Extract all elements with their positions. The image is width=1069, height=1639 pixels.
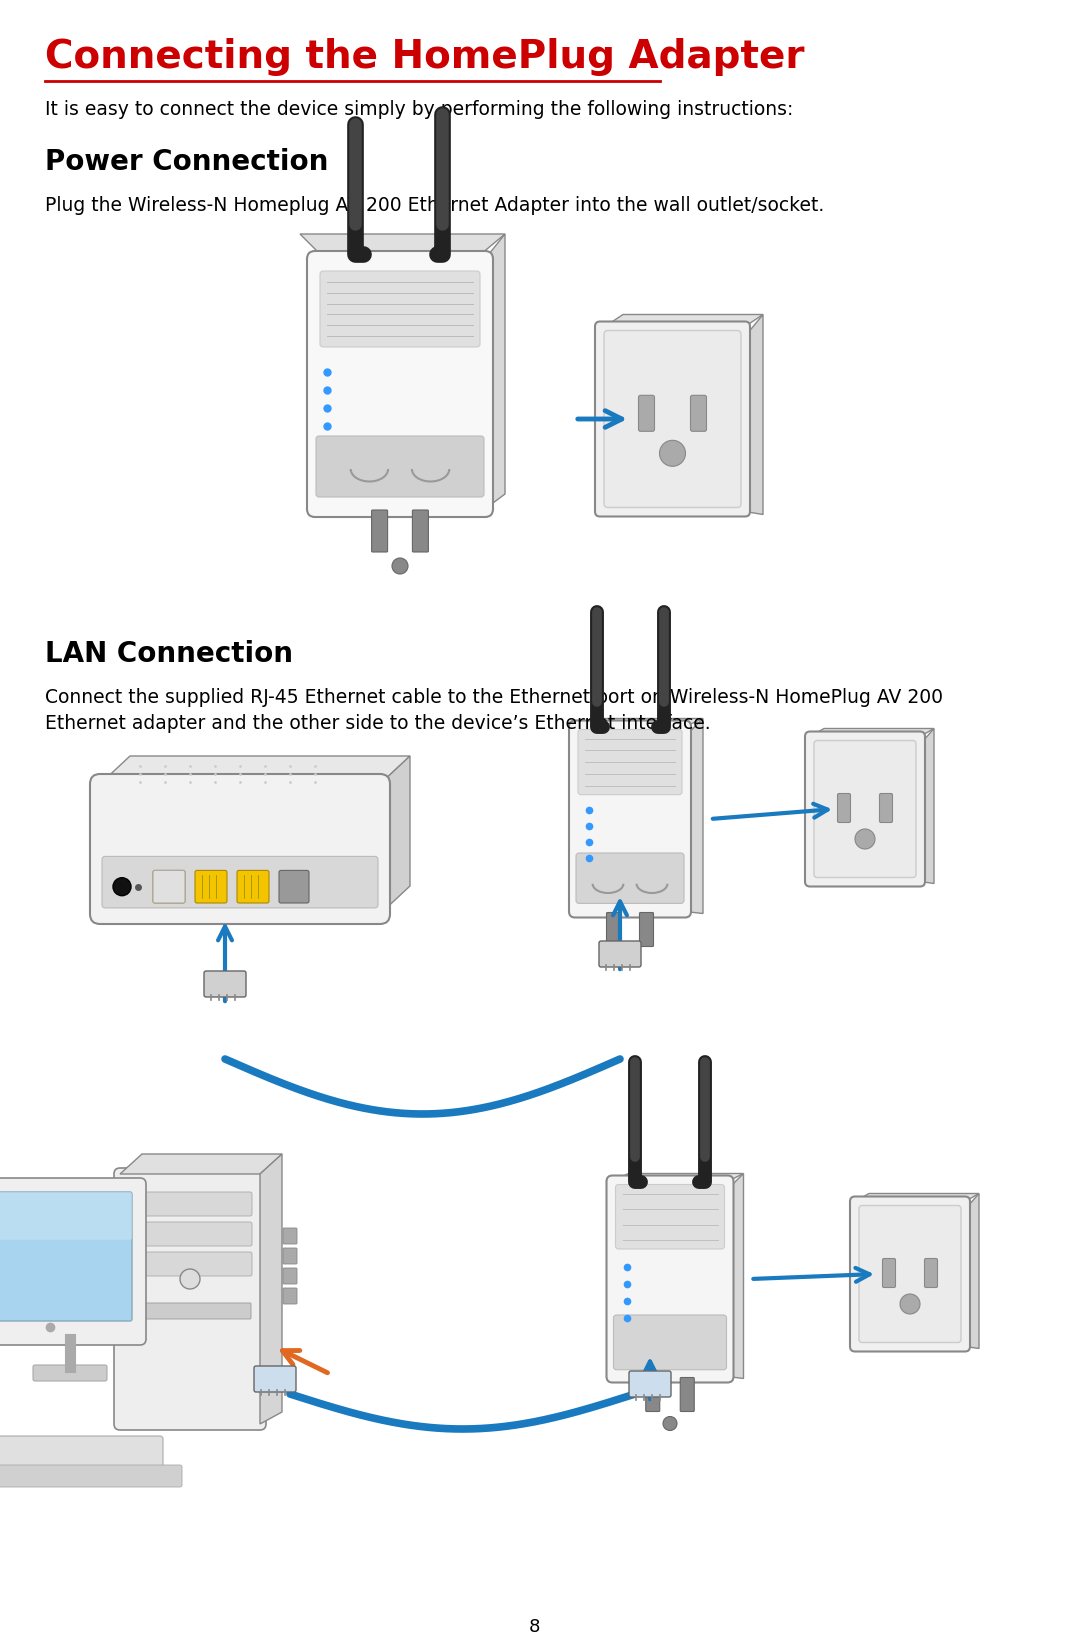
FancyBboxPatch shape xyxy=(859,1206,961,1342)
Text: It is easy to connect the device simply by performing the following instructions: It is easy to connect the device simply … xyxy=(45,100,793,120)
Circle shape xyxy=(623,952,637,965)
Polygon shape xyxy=(300,234,505,261)
FancyBboxPatch shape xyxy=(691,397,707,433)
Circle shape xyxy=(392,559,408,575)
FancyBboxPatch shape xyxy=(372,511,388,552)
Circle shape xyxy=(113,879,131,897)
Polygon shape xyxy=(100,757,410,785)
FancyBboxPatch shape xyxy=(925,1259,938,1288)
Polygon shape xyxy=(965,1193,979,1349)
Polygon shape xyxy=(260,1154,282,1424)
FancyBboxPatch shape xyxy=(616,1185,725,1249)
Polygon shape xyxy=(485,234,505,510)
FancyBboxPatch shape xyxy=(646,1378,660,1411)
FancyBboxPatch shape xyxy=(283,1269,297,1285)
Polygon shape xyxy=(920,729,934,883)
FancyBboxPatch shape xyxy=(320,272,480,347)
FancyBboxPatch shape xyxy=(204,972,246,998)
Polygon shape xyxy=(613,1174,744,1182)
Text: 8: 8 xyxy=(529,1618,540,1636)
FancyBboxPatch shape xyxy=(576,854,684,903)
Polygon shape xyxy=(855,1193,979,1201)
FancyBboxPatch shape xyxy=(153,870,185,903)
FancyBboxPatch shape xyxy=(114,1169,266,1431)
Text: Connect the supplied RJ-45 Ethernet cable to the Ethernet port on Wireless-N Hom: Connect the supplied RJ-45 Ethernet cabl… xyxy=(45,688,943,733)
Text: Plug the Wireless-N Homeplug AV 200 Ethernet Adapter into the wall outlet/socket: Plug the Wireless-N Homeplug AV 200 Ethe… xyxy=(45,197,824,215)
Polygon shape xyxy=(745,315,763,515)
FancyBboxPatch shape xyxy=(237,870,269,903)
FancyBboxPatch shape xyxy=(0,1192,131,1241)
Circle shape xyxy=(900,1295,920,1314)
FancyBboxPatch shape xyxy=(805,733,925,887)
FancyBboxPatch shape xyxy=(638,397,654,433)
Circle shape xyxy=(660,441,685,467)
FancyBboxPatch shape xyxy=(606,1175,733,1383)
Polygon shape xyxy=(605,315,763,328)
Polygon shape xyxy=(810,729,934,738)
FancyBboxPatch shape xyxy=(0,1436,162,1470)
FancyBboxPatch shape xyxy=(606,913,620,947)
FancyBboxPatch shape xyxy=(283,1288,297,1305)
FancyBboxPatch shape xyxy=(850,1196,970,1352)
Circle shape xyxy=(855,829,876,849)
FancyBboxPatch shape xyxy=(283,1228,297,1244)
Text: Power Connection: Power Connection xyxy=(45,148,328,175)
FancyBboxPatch shape xyxy=(102,857,378,908)
FancyBboxPatch shape xyxy=(33,1365,107,1382)
Polygon shape xyxy=(575,720,703,728)
Circle shape xyxy=(663,1416,677,1431)
FancyBboxPatch shape xyxy=(814,741,916,879)
FancyBboxPatch shape xyxy=(307,252,493,518)
FancyBboxPatch shape xyxy=(599,941,641,967)
FancyBboxPatch shape xyxy=(413,511,429,552)
FancyBboxPatch shape xyxy=(578,729,682,795)
FancyBboxPatch shape xyxy=(254,1367,296,1392)
FancyBboxPatch shape xyxy=(128,1252,252,1277)
FancyBboxPatch shape xyxy=(639,913,653,947)
FancyBboxPatch shape xyxy=(569,721,691,918)
FancyBboxPatch shape xyxy=(883,1259,896,1288)
FancyBboxPatch shape xyxy=(0,1465,182,1487)
FancyBboxPatch shape xyxy=(680,1378,694,1411)
FancyBboxPatch shape xyxy=(195,870,227,903)
FancyBboxPatch shape xyxy=(0,1178,146,1346)
FancyBboxPatch shape xyxy=(629,1372,671,1396)
Polygon shape xyxy=(728,1174,744,1378)
FancyBboxPatch shape xyxy=(153,870,185,903)
FancyBboxPatch shape xyxy=(595,323,750,518)
FancyBboxPatch shape xyxy=(129,1303,251,1319)
FancyBboxPatch shape xyxy=(128,1192,252,1216)
FancyBboxPatch shape xyxy=(90,775,390,924)
FancyBboxPatch shape xyxy=(837,793,851,823)
FancyBboxPatch shape xyxy=(316,436,484,498)
Polygon shape xyxy=(685,720,703,915)
Text: LAN Connection: LAN Connection xyxy=(45,639,293,667)
FancyBboxPatch shape xyxy=(279,870,309,903)
Polygon shape xyxy=(379,757,410,915)
FancyBboxPatch shape xyxy=(128,1223,252,1246)
FancyBboxPatch shape xyxy=(0,1192,131,1321)
FancyBboxPatch shape xyxy=(604,331,741,508)
FancyBboxPatch shape xyxy=(614,1314,727,1370)
FancyBboxPatch shape xyxy=(283,1249,297,1264)
Text: Connecting the HomePlug Adapter: Connecting the HomePlug Adapter xyxy=(45,38,805,75)
Polygon shape xyxy=(120,1154,282,1174)
FancyBboxPatch shape xyxy=(880,793,893,823)
Circle shape xyxy=(180,1269,200,1290)
